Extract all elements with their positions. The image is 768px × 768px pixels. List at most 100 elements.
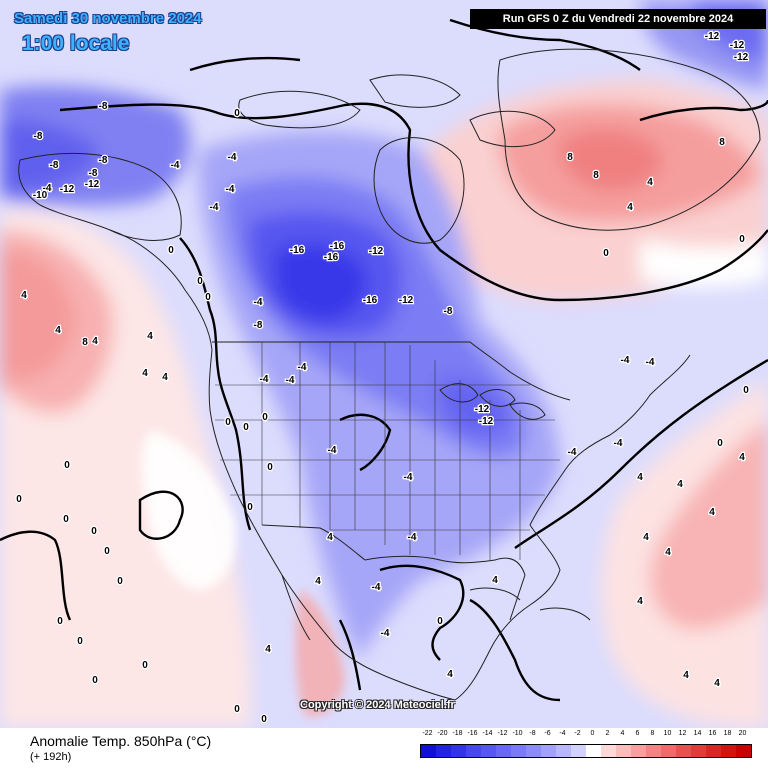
legend-swatch [631, 745, 646, 757]
isoline-value-label: 0 [57, 616, 63, 627]
legend-tick-label: -20 [437, 730, 448, 737]
legend-swatch [436, 745, 451, 757]
color-scale-legend: -22 -20 -18 -16 -14 -12 -10 -8 -6 -4 -2 0 2 4 6 8 10 12 14… [412, 730, 752, 764]
isoline-value-label: -12 [475, 404, 490, 415]
isoline-value-label: 0 [743, 385, 749, 396]
isoline-value-label: 4 [315, 576, 321, 587]
isoline-value-label: 8 [719, 137, 725, 148]
isoline-value-label: 4 [92, 336, 98, 347]
isoline-value-label: 8 [82, 337, 88, 348]
isoline-value-label: 0 [63, 514, 69, 525]
isoline-value-label: 4 [739, 452, 745, 463]
isoline-value-label: 4 [21, 290, 27, 301]
legend-swatch [466, 745, 481, 757]
legend-swatch [451, 745, 466, 757]
anomaly-isolines [0, 18, 768, 702]
isoline-value-label: -12 [369, 246, 384, 257]
legend-swatch [691, 745, 706, 757]
legend-swatch [556, 745, 571, 757]
legend-tick-label: -8 [529, 730, 536, 737]
isoline-value-label: 0 [739, 234, 745, 245]
isoline-value-label: -4 [228, 152, 237, 163]
isoline-value-label: -4 [381, 628, 390, 639]
isoline-value-label: -4 [568, 447, 577, 458]
isoline-value-label: 0 [234, 108, 240, 119]
isoline-value-label: -4 [260, 374, 269, 385]
isoline-value-label: 4 [714, 678, 720, 689]
isoline-value-label: 4 [677, 479, 683, 490]
isoline-value-label: -10 [33, 190, 48, 201]
temperature-anomaly-map: -16 -16-16-12-16 -12-8-12-12-8-4-4-4-4-4-8… [0, 0, 768, 728]
legend-swatch [661, 745, 676, 757]
legend-tick-label: -2 [574, 730, 581, 737]
legend-tick-label: 2 [605, 730, 610, 737]
isoline-value-label: 4 [643, 532, 649, 543]
isoline-value-label: 0 [104, 546, 110, 557]
isoline-value-label: -4 [646, 357, 655, 368]
isoline-value-label: -4 [286, 375, 295, 386]
isoline-value-label: 4 [265, 644, 271, 655]
legend-swatch [571, 745, 586, 757]
isoline-value-label: -4 [328, 445, 337, 456]
isoline-value-label: 4 [637, 596, 643, 607]
legend-tick-label: 4 [620, 730, 625, 737]
isoline-value-label: -4 [621, 355, 630, 366]
legend-swatch [646, 745, 661, 757]
isoline-value-label: -12 [85, 179, 100, 190]
isoline-value-label: 8 [593, 170, 599, 181]
legend-tick-label: 14 [693, 730, 702, 737]
isoline-value-label: -12 [60, 184, 75, 195]
legend-tick-label: 8 [650, 730, 655, 737]
parameter-title: Anomalie Temp. 850hPa (°C) [30, 733, 212, 749]
isoline-value-label: 0 [142, 660, 148, 671]
isoline-value-label: 0 [717, 438, 723, 449]
legend-swatch [496, 745, 511, 757]
legend-swatch [601, 745, 616, 757]
forecast-date-title: Samedi 30 novembre 2024 [14, 10, 202, 27]
legend-swatch [511, 745, 526, 757]
legend-tick-label: 20 [738, 730, 747, 737]
isoline-value-label: -8 [99, 101, 108, 112]
isoline-value-label: -8 [50, 160, 59, 171]
isoline-value-label: -16 [363, 295, 378, 306]
isoline-value-label: 0 [197, 276, 203, 287]
isoline-value-label: -4 [404, 472, 413, 483]
legend-swatch [616, 745, 631, 757]
isoline-value-label: -4 [171, 160, 180, 171]
isoline-value-label: 4 [665, 547, 671, 558]
legend-swatch [526, 745, 541, 757]
legend-swatch [541, 745, 556, 757]
isoline-value-label: 0 [247, 502, 253, 513]
isoline-value-label: -8 [444, 306, 453, 317]
model-run-banner: Run GFS 0 Z du Vendredi 22 novembre 2024 [470, 9, 766, 29]
legend-tick-label: 0 [590, 730, 595, 737]
isoline-value-label: -12 [734, 52, 749, 63]
isoline-value-label: 0 [437, 616, 443, 627]
isoline-value-label: 0 [92, 675, 98, 686]
isoline-value-label: 4 [637, 472, 643, 483]
isoline-value-label: 0 [91, 526, 97, 537]
isoline-value-label: 4 [55, 325, 61, 336]
legend-tick-label: -14 [482, 730, 493, 737]
isoline-value-label: -4 [210, 202, 219, 213]
isoline-value-label: 0 [16, 494, 22, 505]
legend-color-bar [420, 744, 752, 758]
state-province-lines [215, 342, 560, 560]
isoline-value-label: -16 [324, 252, 339, 263]
legend-tick-label: -4 [559, 730, 566, 737]
legend-swatch [481, 745, 496, 757]
isoline-value-label: -16 [290, 245, 305, 256]
isoline-value-label: 0 [117, 576, 123, 587]
legend-tick-label: 6 [635, 730, 640, 737]
isoline-value-label: 0 [64, 460, 70, 471]
isoline-value-label: -4 [408, 532, 417, 543]
isoline-value-label: -4 [614, 438, 623, 449]
isoline-value-label: -4 [43, 183, 52, 194]
isoline-value-label: -4 [226, 184, 235, 195]
isoline-value-label: -4 [372, 582, 381, 593]
legend-tick-label: -10 [512, 730, 523, 737]
legend-tick-label: -18 [452, 730, 463, 737]
legend-tick-label: -12 [497, 730, 508, 737]
isoline-value-label: -8 [89, 168, 98, 179]
